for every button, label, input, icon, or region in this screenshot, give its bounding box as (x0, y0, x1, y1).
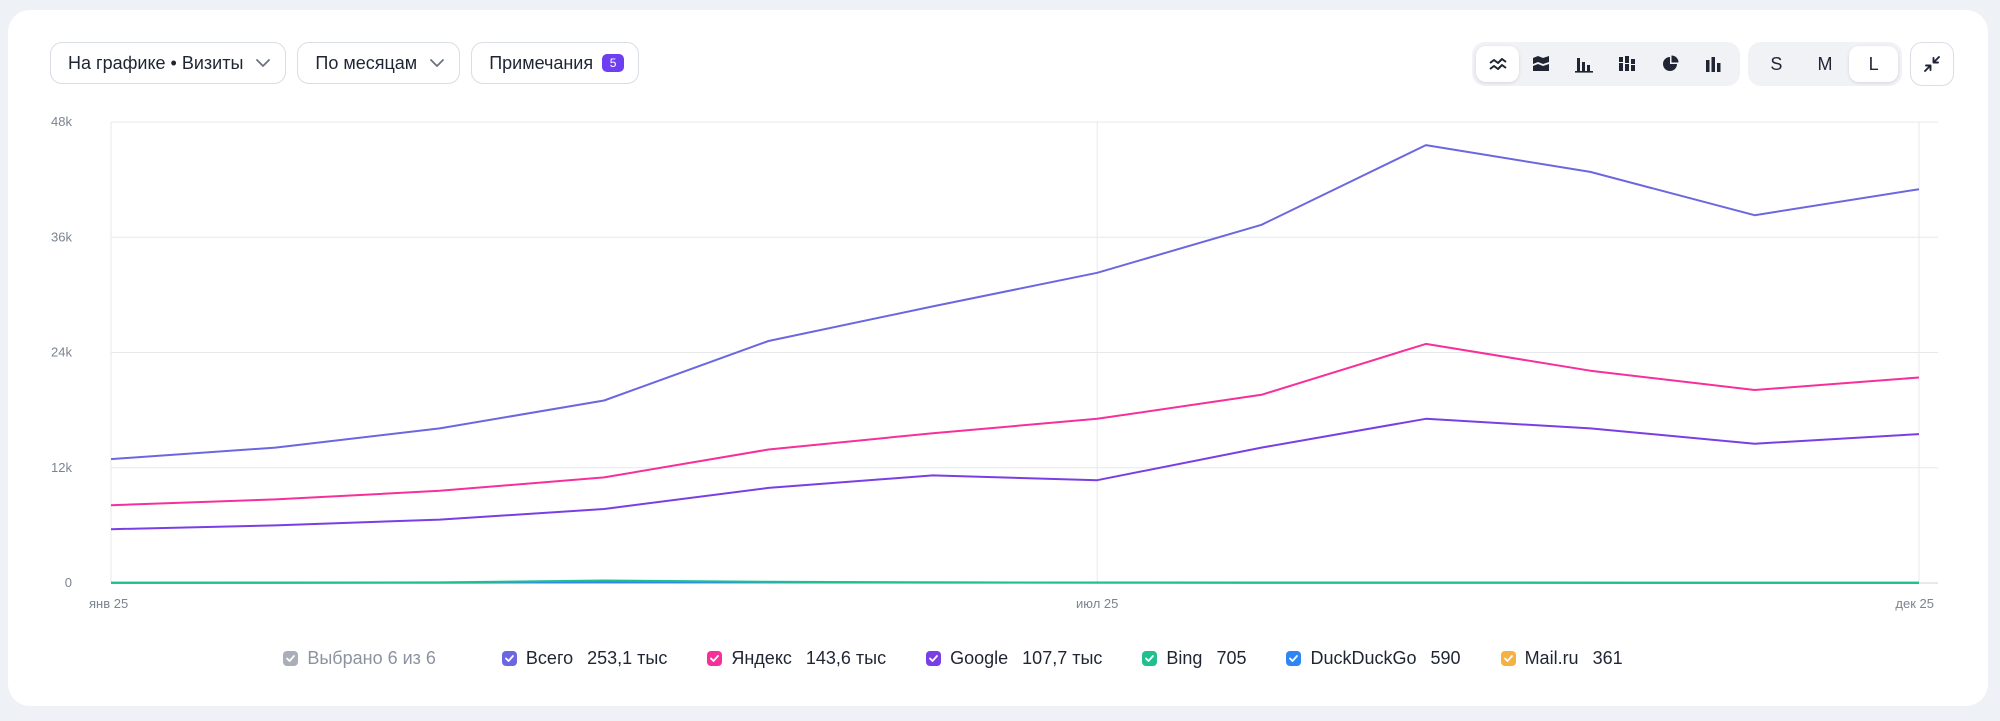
y-tick-label: 12k (51, 460, 72, 475)
chart-card: На графике • Визиты По месяцам Примечани… (8, 10, 1988, 706)
series-line-Яндекс[interactable] (110, 342, 1920, 507)
legend-value: 590 (1430, 648, 1461, 668)
y-tick-label: 36k (51, 229, 72, 244)
legend-label: Всего (525, 648, 574, 668)
y-tick-label: 0 (65, 575, 72, 590)
column-chart-button[interactable] (1562, 46, 1605, 82)
metric-filter-label: На графике • Визиты (68, 52, 244, 73)
legend-item-mailru[interactable]: Mail.ru 361 (1500, 648, 1623, 669)
legend-value: 361 (1592, 648, 1623, 668)
line-chart-icon (1488, 58, 1507, 70)
checkbox-icon (501, 651, 517, 666)
checkbox-icon (283, 651, 299, 666)
size-m-button[interactable]: M (1817, 53, 1833, 74)
period-dropdown[interactable]: По месяцам (297, 42, 461, 84)
chart-toolbar: На графике • Визиты По месяцам Примечани… (50, 42, 640, 84)
chart-legend: Выбрано 6 из 6 Всего 253,1 тыс Яндекс 14… (0, 648, 1963, 669)
stacked-column-icon (1618, 56, 1635, 71)
chart-size-switcher: S M L (1748, 42, 1902, 86)
notes-button[interactable]: Примечания 5 (471, 42, 640, 84)
checkbox-icon (926, 651, 942, 666)
chevron-down-icon (429, 55, 445, 71)
x-tick-label: дек 25 (1895, 596, 1934, 611)
series-line-Google[interactable] (110, 417, 1920, 531)
collapse-icon (1924, 56, 1940, 72)
column-chart-icon (1574, 58, 1593, 73)
legend-value: 107,7 тыс (1022, 648, 1103, 668)
legend-label: DuckDuckGo (1310, 648, 1417, 668)
notes-label: Примечания (489, 52, 594, 73)
y-tick-label: 24k (51, 345, 72, 360)
series-line-Bing[interactable] (110, 579, 1919, 584)
size-l-button[interactable]: L (1849, 46, 1899, 82)
metric-filter-dropdown[interactable]: На графике • Визиты (50, 42, 287, 84)
bar-chart-button[interactable] (1691, 46, 1734, 82)
pie-chart-icon (1662, 55, 1678, 71)
pie-chart-button[interactable] (1648, 46, 1691, 82)
legend-label: Яндекс (731, 648, 792, 668)
line-chart-button[interactable] (1476, 46, 1519, 82)
y-tick-label: 48k (51, 114, 72, 129)
legend-label: Bing (1166, 648, 1203, 668)
checkbox-icon (1500, 651, 1516, 666)
x-tick-label: июл 25 (1076, 596, 1118, 611)
notes-count-badge: 5 (602, 54, 625, 72)
legend-item-bing[interactable]: Bing 705 (1142, 648, 1246, 669)
checkbox-icon (1286, 651, 1302, 666)
legend-item-google[interactable]: Google 107,7 тыс (926, 648, 1102, 669)
x-tick-label: янв 25 (89, 596, 128, 611)
chart-type-switcher (1472, 42, 1740, 86)
chevron-down-icon (255, 55, 271, 71)
legend-select-all[interactable]: Выбрано 6 из 6 (283, 648, 436, 669)
legend-value: 143,6 тыс (805, 648, 887, 668)
area-chart-icon (1532, 56, 1549, 71)
stacked-column-button[interactable] (1605, 46, 1648, 82)
legend-item-duckduckgo[interactable]: DuckDuckGo 590 (1286, 648, 1461, 669)
legend-value: 253,1 тыс (587, 648, 668, 668)
legend-item-yandex[interactable]: Яндекс 143,6 тыс (707, 648, 886, 669)
line-chart: 0 12k 24k 36k 48k янв 25 июл 25 дек 25 (51, 114, 1938, 611)
legend-selected-label: Выбрано 6 из 6 (307, 648, 436, 668)
size-s-button[interactable]: S (1770, 53, 1783, 74)
bar-chart-icon (1705, 57, 1720, 72)
legend-label: Mail.ru (1524, 648, 1579, 668)
legend-item-vsego[interactable]: Всего 253,1 тыс (501, 648, 668, 669)
series-line-Всего[interactable] (110, 144, 1920, 461)
collapse-button[interactable] (1910, 42, 1954, 86)
checkbox-icon (707, 651, 723, 666)
period-label: По месяцам (315, 52, 418, 73)
legend-value: 705 (1216, 648, 1247, 668)
checkbox-icon (1142, 651, 1158, 666)
legend-label: Google (950, 648, 1009, 668)
area-chart-button[interactable] (1519, 46, 1562, 82)
